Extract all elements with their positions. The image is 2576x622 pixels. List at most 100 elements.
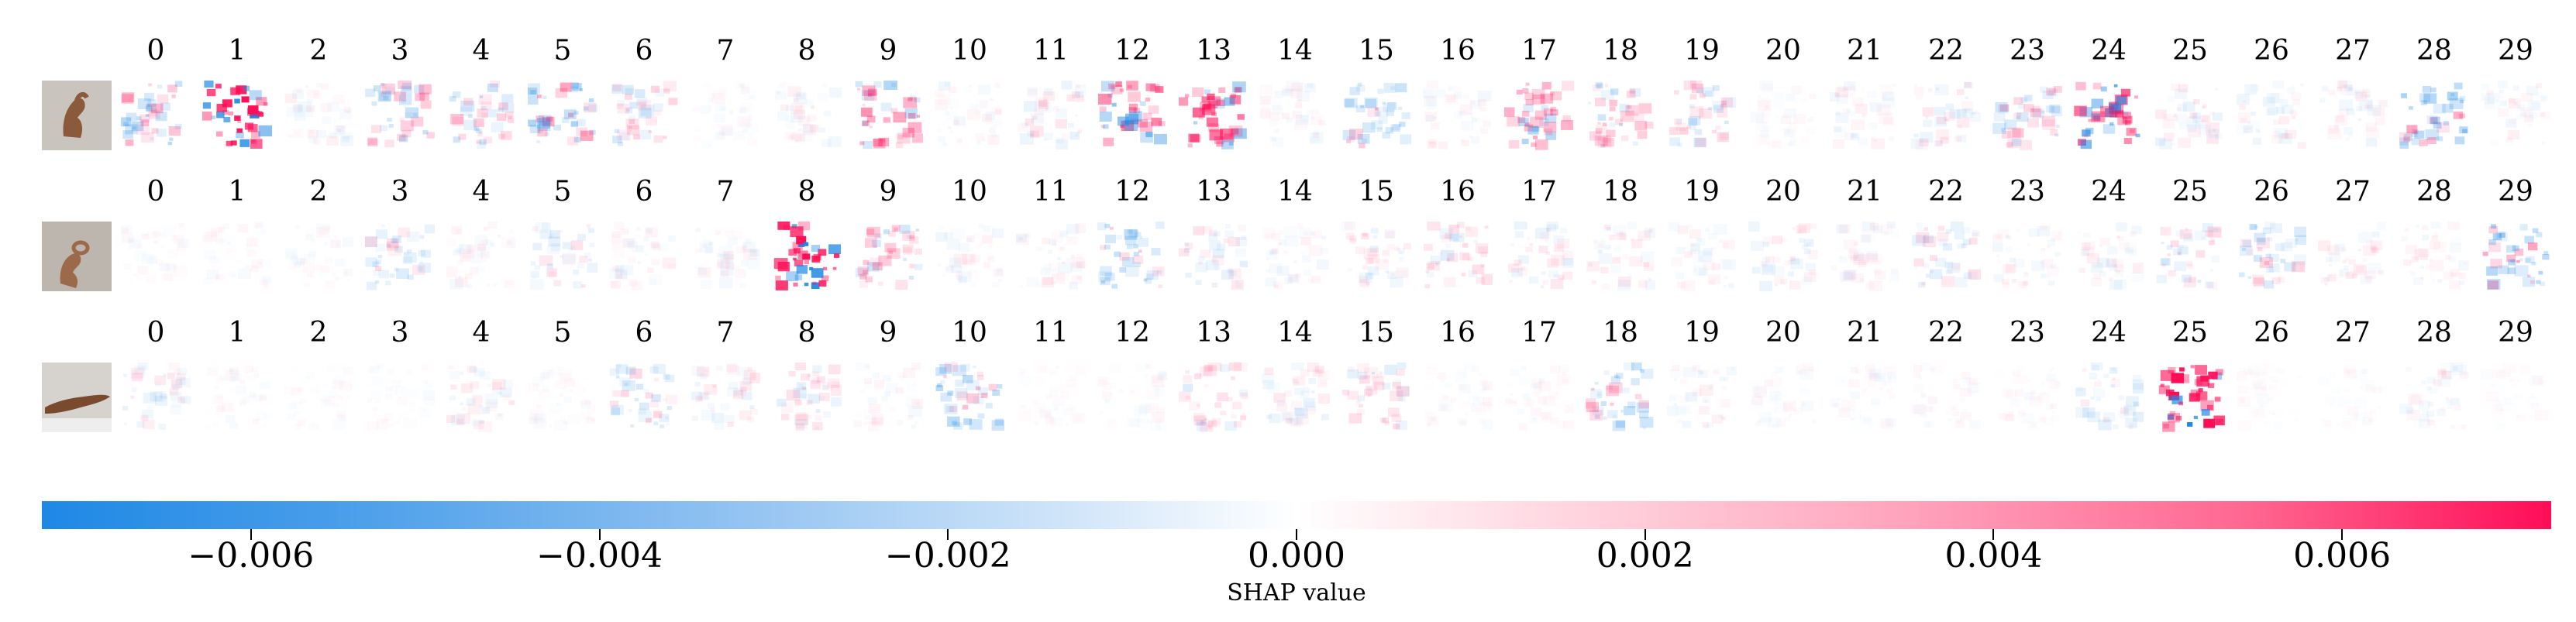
colorbar-tick (947, 529, 949, 540)
class-label: 2 (309, 317, 328, 349)
class-label: 15 (1359, 35, 1394, 67)
shap-heatmap-cell (200, 80, 273, 150)
class-label: 24 (2091, 35, 2127, 67)
class-label: 27 (2335, 176, 2371, 208)
class-label: 25 (2172, 35, 2208, 67)
class-label: 24 (2091, 176, 2127, 208)
class-label: 19 (1684, 176, 1720, 208)
class-label: 22 (1928, 317, 1964, 349)
class-label: 27 (2335, 35, 2371, 67)
shap-heatmap-cell (2399, 220, 2471, 291)
shap-heatmap-cell (1910, 81, 1982, 150)
class-label: 26 (2254, 35, 2289, 67)
shap-heatmap-cell (772, 220, 842, 291)
shap-heatmap-cell (202, 222, 272, 291)
class-label: 9 (879, 176, 897, 208)
colorbar-tick (2341, 529, 2344, 540)
shap-heatmap-cell (121, 222, 191, 291)
shap-heatmap-cell (609, 222, 679, 291)
class-label: 0 (146, 317, 165, 349)
class-label: 13 (1196, 176, 1231, 208)
class-label: 2 (309, 176, 328, 208)
shap-heatmap-cell (202, 363, 272, 432)
colorbar-tick (598, 529, 601, 540)
shap-heatmap-cell (853, 222, 923, 291)
class-label: 22 (1928, 35, 1964, 67)
shap-heatmap-cell (1341, 362, 1411, 432)
shap-heatmap-cell (1830, 221, 1899, 291)
shap-heatmap-cell (2074, 222, 2147, 291)
shap-heatmap-cell (446, 363, 516, 432)
shap-heatmap-cell (935, 222, 1004, 291)
class-label: 29 (2498, 35, 2533, 67)
shap-heatmap-cell (853, 363, 925, 432)
class-label: 28 (2416, 317, 2452, 349)
shap-heatmap-cell (1830, 363, 1899, 432)
class-label: 3 (391, 317, 409, 349)
class-label: 18 (1603, 176, 1638, 208)
class-label: 17 (1521, 317, 1557, 349)
class-label: 8 (797, 176, 816, 208)
class-label: 16 (1440, 176, 1476, 208)
shap-heatmap-cell (2481, 80, 2550, 150)
colorbar (42, 501, 2551, 529)
shap-heatmap-cell (443, 222, 516, 291)
class-label: 6 (635, 317, 653, 349)
class-label: 26 (2254, 176, 2289, 208)
class-label: 11 (1033, 176, 1069, 208)
shap-heatmap-cell (526, 81, 598, 150)
shap-heatmap-cell (1911, 363, 1981, 432)
shap-heatmap-cell (1992, 363, 2062, 432)
class-label: 10 (952, 176, 987, 208)
class-label: 23 (2009, 317, 2045, 349)
class-label: 13 (1196, 317, 1231, 349)
shap-heatmap-cell (2074, 360, 2146, 432)
shap-heatmap-cell (2318, 363, 2388, 432)
shap-heatmap-cell (119, 81, 191, 150)
shap-heatmap-cell (1016, 363, 1086, 432)
class-label: 21 (1847, 35, 1882, 67)
shap-heatmap-cell (1423, 219, 1496, 291)
class-label: 28 (2416, 35, 2452, 67)
shap-heatmap-cell (446, 79, 516, 150)
class-label: 1 (228, 317, 246, 349)
class-label: 18 (1603, 317, 1638, 349)
shap-heatmap-cell (1748, 81, 1818, 150)
shap-heatmap-cell (1748, 363, 1818, 432)
shap-heatmap-cell (1582, 362, 1655, 432)
shap-heatmap-cell (2399, 362, 2469, 432)
shap-heatmap-cell (2318, 80, 2388, 150)
class-label: 14 (1277, 317, 1313, 349)
class-label: 23 (2009, 35, 2045, 67)
shap-heatmap-cell (284, 222, 353, 291)
shap-heatmap-cell (1991, 222, 2062, 291)
shap-heatmap-cell (2481, 222, 2550, 291)
shap-heatmap-cell (1423, 363, 1493, 432)
shap-heatmap-cell (772, 81, 842, 150)
shap-heatmap-cell (853, 78, 925, 150)
colorbar-tick (1992, 529, 1995, 540)
shap-heatmap-cell (772, 361, 845, 432)
shap-heatmap-cell (690, 363, 763, 432)
shap-heatmap-cell (609, 363, 679, 432)
shap-heatmap-cell (1178, 359, 1248, 432)
class-label: 0 (146, 176, 165, 208)
class-label: 21 (1847, 176, 1882, 208)
class-label: 21 (1847, 317, 1882, 349)
class-label: 29 (2498, 317, 2533, 349)
colorbar-tick (1296, 529, 1297, 540)
shap-heatmap-cell (1260, 360, 1331, 432)
shap-heatmap-cell (1911, 221, 1982, 291)
class-label: 15 (1359, 176, 1394, 208)
class-label: 26 (2254, 317, 2289, 349)
class-label: 20 (1765, 317, 1801, 349)
shap-heatmap-cell (1586, 222, 1658, 291)
class-label: 12 (1114, 176, 1150, 208)
class-label: 5 (553, 176, 572, 208)
class-label: 16 (1440, 317, 1476, 349)
class-label: 7 (716, 317, 735, 349)
class-label: 19 (1684, 35, 1720, 67)
class-label: 17 (1521, 35, 1557, 67)
input-image-thumbnail (42, 222, 112, 291)
